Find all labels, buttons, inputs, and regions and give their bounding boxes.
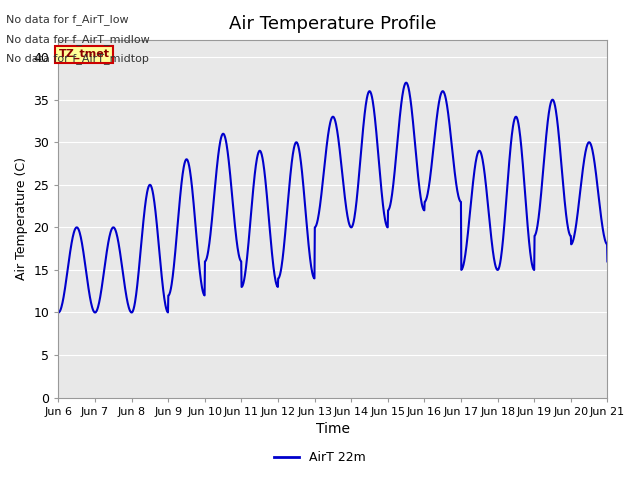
Text: TZ_tmet: TZ_tmet — [58, 49, 109, 60]
X-axis label: Time: Time — [316, 422, 350, 436]
Legend: AirT 22m: AirT 22m — [269, 446, 371, 469]
Text: No data for f_AirT_midtop: No data for f_AirT_midtop — [6, 53, 149, 64]
Text: No data for f_AirT_low: No data for f_AirT_low — [6, 14, 129, 25]
Y-axis label: Air Temperature (C): Air Temperature (C) — [15, 157, 28, 280]
Text: No data for f_AirT_midlow: No data for f_AirT_midlow — [6, 34, 150, 45]
Title: Air Temperature Profile: Air Temperature Profile — [229, 15, 436, 33]
